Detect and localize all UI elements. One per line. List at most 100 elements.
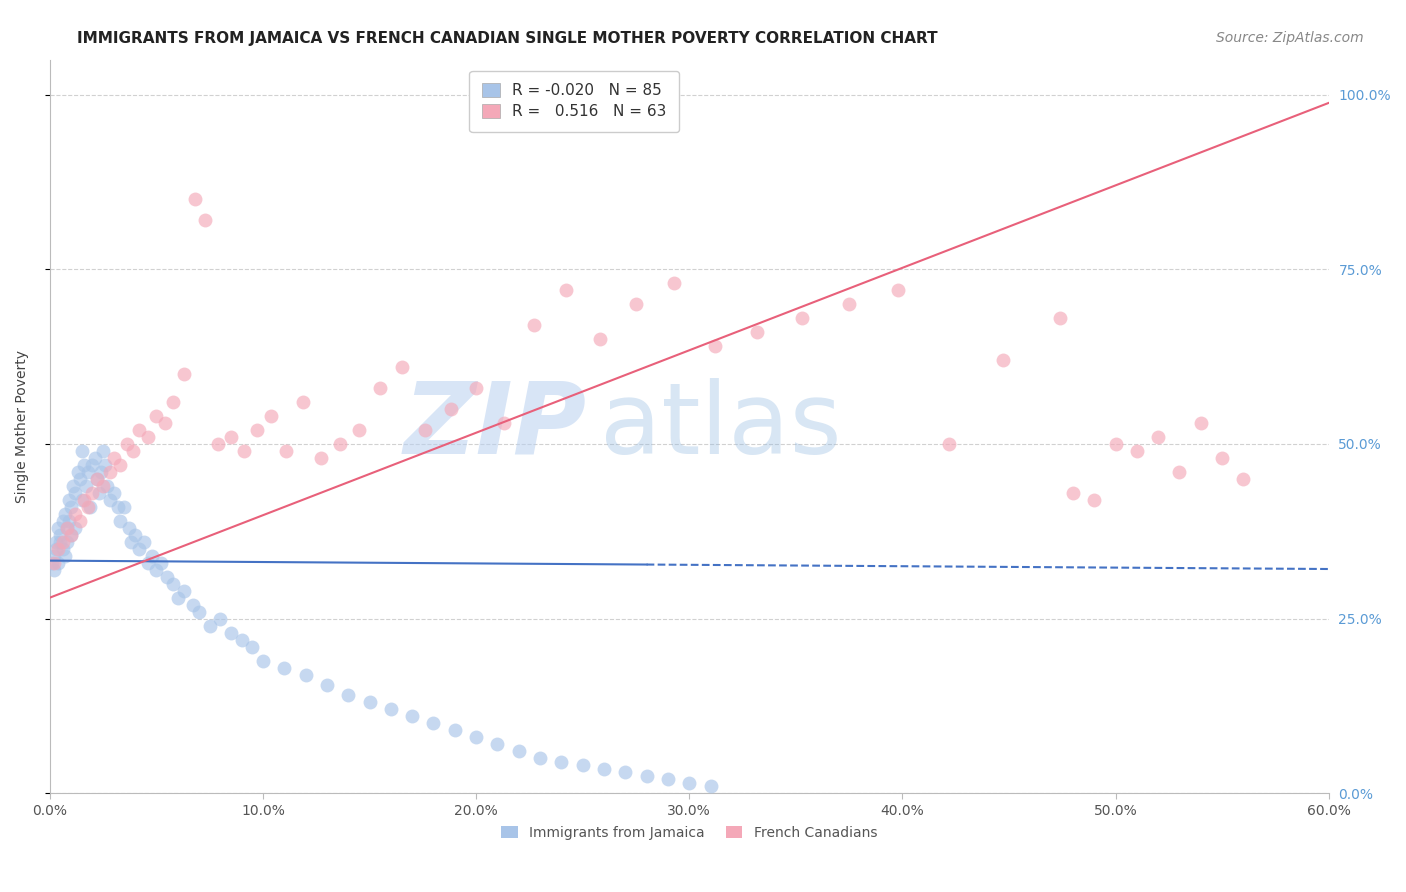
- Point: [56, 521, 79, 535]
- Point: [77, 500, 100, 514]
- Point: [678, 776, 700, 790]
- Point: [153, 416, 176, 430]
- Point: [83, 450, 105, 465]
- Point: [118, 521, 141, 535]
- Point: [198, 618, 221, 632]
- Point: [443, 723, 465, 738]
- Point: [41, 556, 63, 570]
- Point: [73, 458, 96, 472]
- Point: [938, 437, 960, 451]
- Point: [792, 311, 814, 326]
- Point: [58, 492, 80, 507]
- Point: [173, 583, 195, 598]
- Point: [65, 507, 87, 521]
- Point: [145, 409, 167, 423]
- Point: [276, 444, 298, 458]
- Point: [79, 500, 101, 514]
- Point: [245, 423, 267, 437]
- Point: [1126, 444, 1149, 458]
- Point: [188, 605, 211, 619]
- Point: [508, 744, 530, 758]
- Point: [136, 430, 159, 444]
- Text: atlas: atlas: [600, 378, 841, 475]
- Point: [273, 660, 295, 674]
- Point: [162, 395, 184, 409]
- Point: [657, 772, 679, 787]
- Point: [292, 395, 315, 409]
- Point: [162, 576, 184, 591]
- Legend: Immigrants from Jamaica, French Canadians: Immigrants from Jamaica, French Canadian…: [496, 820, 883, 845]
- Point: [82, 458, 104, 472]
- Point: [114, 500, 136, 514]
- Point: [98, 465, 121, 479]
- Point: [49, 534, 72, 549]
- Point: [53, 507, 76, 521]
- Point: [58, 514, 80, 528]
- Point: [48, 541, 70, 556]
- Point: [413, 423, 436, 437]
- Point: [70, 492, 93, 507]
- Point: [62, 479, 84, 493]
- Point: [240, 640, 263, 654]
- Point: [439, 402, 461, 417]
- Point: [48, 521, 70, 535]
- Point: [45, 541, 67, 556]
- Point: [337, 689, 360, 703]
- Point: [252, 654, 274, 668]
- Point: [329, 437, 352, 451]
- Point: [529, 751, 551, 765]
- Point: [465, 731, 488, 745]
- Point: [53, 549, 76, 563]
- Point: [69, 514, 91, 528]
- Point: [98, 492, 121, 507]
- Point: [1083, 492, 1105, 507]
- Point: [887, 283, 910, 297]
- Point: [181, 598, 204, 612]
- Point: [149, 556, 172, 570]
- Point: [75, 479, 97, 493]
- Point: [1232, 472, 1254, 486]
- Point: [49, 528, 72, 542]
- Point: [380, 702, 402, 716]
- Point: [1062, 486, 1084, 500]
- Point: [1189, 416, 1212, 430]
- Point: [66, 465, 89, 479]
- Point: [209, 612, 232, 626]
- Point: [294, 667, 316, 681]
- Y-axis label: Single Mother Poverty: Single Mother Poverty: [15, 350, 30, 503]
- Point: [107, 500, 129, 514]
- Point: [173, 367, 195, 381]
- Point: [60, 528, 83, 542]
- Point: [589, 332, 612, 346]
- Point: [60, 500, 83, 514]
- Point: [571, 758, 593, 772]
- Point: [108, 514, 131, 528]
- Point: [194, 213, 217, 227]
- Point: [145, 563, 167, 577]
- Point: [91, 479, 114, 493]
- Point: [1147, 430, 1170, 444]
- Point: [401, 709, 423, 723]
- Point: [70, 444, 93, 458]
- Point: [65, 486, 87, 500]
- Point: [422, 716, 444, 731]
- Point: [56, 534, 79, 549]
- Point: [593, 762, 616, 776]
- Point: [86, 472, 108, 486]
- Text: ZIP: ZIP: [404, 378, 586, 475]
- Point: [42, 549, 65, 563]
- Point: [359, 696, 381, 710]
- Point: [207, 437, 229, 451]
- Point: [103, 450, 125, 465]
- Point: [77, 465, 100, 479]
- Point: [838, 297, 860, 311]
- Point: [45, 534, 67, 549]
- Point: [699, 780, 721, 794]
- Point: [391, 360, 413, 375]
- Point: [73, 492, 96, 507]
- Point: [87, 486, 110, 500]
- Point: [122, 444, 145, 458]
- Point: [523, 318, 546, 333]
- Point: [347, 423, 370, 437]
- Point: [368, 381, 391, 395]
